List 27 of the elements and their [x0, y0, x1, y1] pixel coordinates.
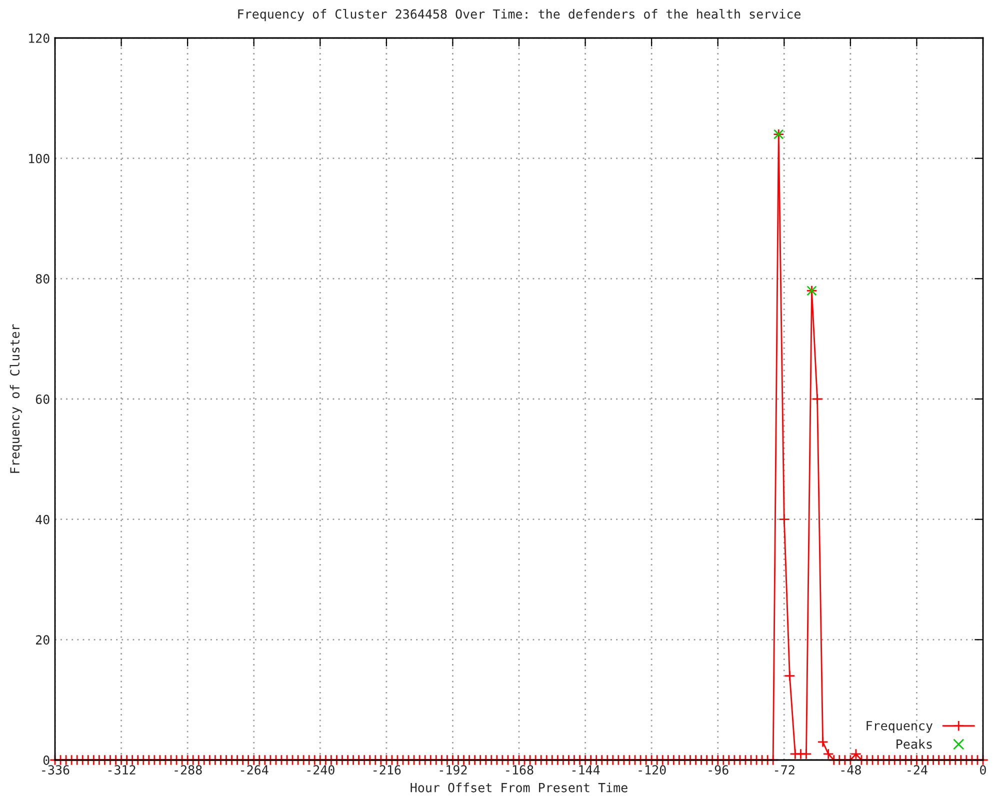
- x-tick-label: -336: [42, 765, 70, 775]
- y-tick-label: 80: [36, 274, 50, 284]
- x-tick-label: -240: [307, 765, 334, 775]
- y-tick-label: 20: [36, 635, 50, 645]
- y-axis-title: Frequency of Cluster: [10, 324, 22, 473]
- x-tick-label: -168: [506, 765, 534, 775]
- y-tick-label: 120: [29, 34, 50, 43]
- x-tick-label: -192: [440, 765, 467, 775]
- x-tick-label: -312: [108, 765, 136, 775]
- x-tick-label: -72: [775, 765, 794, 774]
- x-tick-label: -48: [841, 765, 861, 775]
- x-tick-label: -96: [708, 765, 728, 775]
- x-tick-label: 0: [980, 765, 986, 775]
- x-tick-label: -216: [374, 765, 401, 775]
- y-tick-label: 40: [36, 514, 50, 524]
- x-tick-label: -120: [638, 765, 666, 775]
- chart-title: Frequency of Cluster 2364458 Over Time: the defenders of the health service: [238, 8, 800, 22]
- y-tick-label: 60: [36, 394, 50, 404]
- y-tick-label: 100: [29, 154, 50, 164]
- legend-label: Peaks: [896, 739, 932, 749]
- legend-label: Frequency: [866, 721, 933, 733]
- x-tick-label: -264: [240, 765, 268, 775]
- x-tick-label: -288: [174, 765, 202, 775]
- y-tick-label: 0: [43, 756, 50, 765]
- x-tick-label: -144: [572, 765, 600, 774]
- x-axis-title: Hour Offset From Present Time: [410, 782, 628, 792]
- x-tick-label: -24: [908, 765, 928, 774]
